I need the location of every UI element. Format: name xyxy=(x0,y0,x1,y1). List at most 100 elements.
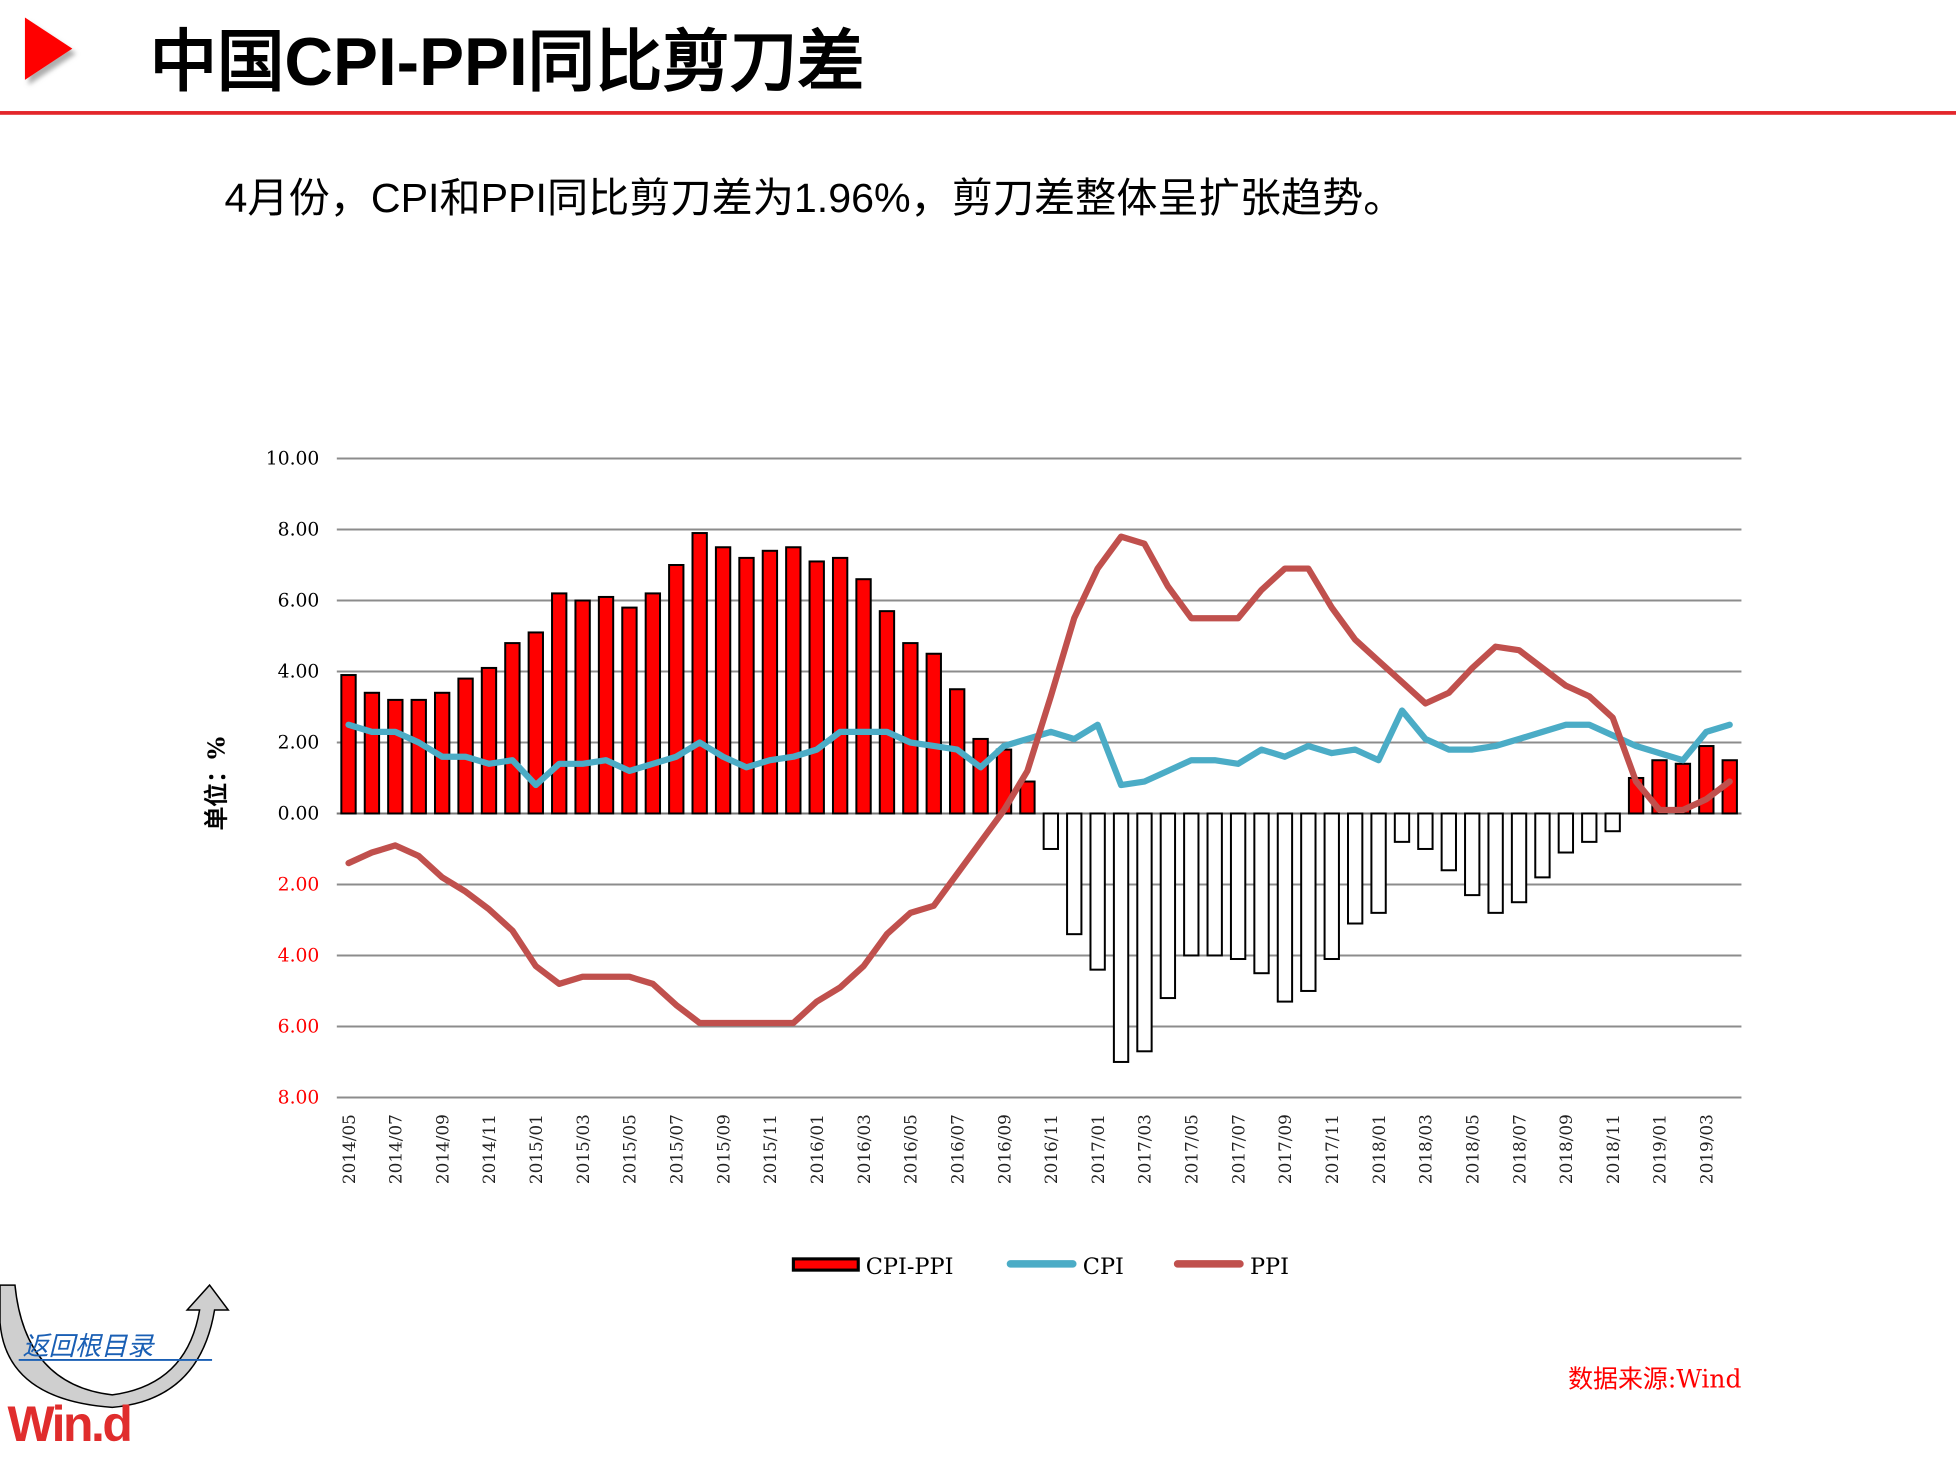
page-subtitle: 4月份，CPI和PPI同比剪刀差为1.96%，剪刀差整体呈扩张趋势。 xyxy=(225,175,1405,221)
x-tick-label: 2018/07 xyxy=(1509,1114,1529,1184)
x-tick-label: 2019/01 xyxy=(1650,1114,1670,1184)
line-ppi xyxy=(345,533,1733,1027)
bar-cpi-ppi xyxy=(1557,812,1575,854)
bar-cpi-ppi xyxy=(714,546,732,815)
y-tick-label: 0.00 xyxy=(278,804,320,825)
bar-cpi-ppi xyxy=(480,666,498,815)
bar-cpi-ppi xyxy=(1300,812,1317,992)
legend-swatch-cpi-ppi xyxy=(791,1257,860,1272)
x-tick-label: 2018/11 xyxy=(1603,1114,1623,1184)
x-tick-label: 2016/01 xyxy=(807,1114,827,1184)
x-tick-label: 2015/09 xyxy=(713,1114,733,1184)
y-axis-title: 单位：% xyxy=(203,737,231,831)
x-tick-label: 2015/01 xyxy=(526,1114,546,1184)
bar-cpi-ppi xyxy=(1510,812,1528,904)
x-tick-label: 2014/11 xyxy=(479,1114,499,1184)
bar-cpi-ppi xyxy=(574,599,591,815)
legend: CPI-PPI CPI PPI xyxy=(791,1254,1289,1280)
y-tick-label: 4.00 xyxy=(278,662,320,683)
y-tick-label: 6.00 xyxy=(278,1017,320,1038)
x-tick-label: 2016/09 xyxy=(994,1114,1014,1184)
y-tick-label: 10.00 xyxy=(266,449,320,470)
bar-cpi-ppi xyxy=(527,631,544,815)
y-tick-label: 2.00 xyxy=(278,875,320,896)
bar-cpi-ppi xyxy=(972,737,989,815)
x-tick-label: 2017/07 xyxy=(1228,1114,1248,1184)
bar-cpi-ppi xyxy=(691,532,708,815)
bar-cpi-ppi xyxy=(1393,812,1411,843)
wind-logo[interactable]: 返回根目录 Win.d xyxy=(0,1283,230,1452)
x-tick-label: 2017/11 xyxy=(1322,1114,1342,1184)
bar-cpi-ppi xyxy=(1183,812,1200,957)
y-axis-ticks: 10.00 8.00 6.00 4.00 2.00 0.00 2.00 4.00 6.00 8.0… xyxy=(266,449,320,1109)
y-tick-label: 8.00 xyxy=(278,1088,320,1109)
bar-cpi-ppi xyxy=(1253,812,1270,975)
bar-cpi-ppi xyxy=(1651,759,1668,815)
scissors-chart: 10.00 8.00 6.00 4.00 2.00 0.00 2.00 4.00 6.00 8.0… xyxy=(203,449,1742,1280)
x-tick-label: 2016/03 xyxy=(854,1114,874,1184)
x-tick-label: 2017/03 xyxy=(1135,1114,1155,1184)
legend-label-ppi: PPI xyxy=(1250,1254,1289,1280)
bar-cpi-ppi xyxy=(551,592,568,815)
x-tick-label: 2018/01 xyxy=(1369,1114,1389,1184)
x-tick-label: 2015/03 xyxy=(573,1114,593,1184)
x-tick-label: 2015/07 xyxy=(666,1114,686,1184)
bar-cpi-ppi xyxy=(1276,812,1294,1003)
bar-cpi-ppi xyxy=(1417,812,1434,850)
bar-cpi-ppi xyxy=(902,642,919,815)
x-tick-label: 2018/03 xyxy=(1416,1114,1436,1184)
bars-cpi-ppi xyxy=(340,532,1738,1063)
x-tick-label: 2018/05 xyxy=(1462,1114,1482,1184)
bar-cpi-ppi xyxy=(1136,812,1153,1053)
bar-cpi-ppi xyxy=(1674,762,1692,815)
bar-cpi-ppi xyxy=(668,564,685,815)
y-tick-label: 8.00 xyxy=(278,520,320,541)
data-source: 数据来源:Wind xyxy=(1568,1364,1741,1393)
x-tick-label: 2017/09 xyxy=(1275,1114,1295,1184)
bar-cpi-ppi xyxy=(1487,812,1504,914)
bar-cpi-ppi xyxy=(1159,812,1177,1000)
bar-cpi-ppi xyxy=(1464,812,1481,897)
bar-cpi-ppi xyxy=(1019,780,1036,815)
bar-cpi-ppi xyxy=(878,610,896,815)
bar-cpi-ppi xyxy=(925,652,942,815)
x-tick-label: 2015/11 xyxy=(760,1114,780,1184)
bar-cpi-ppi xyxy=(363,691,381,815)
play-triangle-icon xyxy=(24,17,73,80)
logo-wordmark: Win.d xyxy=(7,1396,130,1452)
logo-caption: 返回根目录 xyxy=(22,1332,155,1362)
y-tick-label: 4.00 xyxy=(278,946,320,967)
x-tick-label: 2015/05 xyxy=(620,1114,640,1184)
bar-cpi-ppi xyxy=(761,549,779,815)
bar-cpi-ppi xyxy=(1440,812,1457,872)
x-tick-label: 2014/05 xyxy=(339,1114,359,1184)
bar-cpi-ppi xyxy=(504,642,521,815)
bar-cpi-ppi xyxy=(387,698,404,815)
bar-cpi-ppi xyxy=(808,560,825,815)
x-tick-label: 2017/01 xyxy=(1088,1114,1108,1184)
bar-cpi-ppi xyxy=(1229,812,1247,961)
return-arrow-icon xyxy=(0,1283,230,1409)
bar-cpi-ppi xyxy=(1066,812,1083,936)
bar-cpi-ppi xyxy=(1206,812,1223,957)
bar-cpi-ppi xyxy=(644,592,662,815)
title-divider xyxy=(0,111,1956,115)
bar-cpi-ppi xyxy=(1042,812,1060,850)
x-axis-ticks: 2014/05 2014/07 2014/09 2014/11 2015/01 2015/… xyxy=(339,1114,1717,1184)
bar-cpi-ppi xyxy=(621,606,638,815)
bar-cpi-ppi xyxy=(831,556,849,815)
x-tick-label: 2017/05 xyxy=(1182,1114,1202,1184)
x-tick-label: 2016/07 xyxy=(947,1114,967,1184)
bar-cpi-ppi xyxy=(1112,812,1130,1063)
bar-cpi-ppi xyxy=(1581,812,1598,843)
bar-cpi-ppi xyxy=(785,546,802,815)
y-tick-label: 2.00 xyxy=(278,733,320,754)
x-tick-label: 2016/11 xyxy=(1041,1114,1061,1184)
bar-cpi-ppi xyxy=(597,595,615,815)
bar-cpi-ppi xyxy=(1604,812,1621,833)
x-tick-label: 2014/09 xyxy=(432,1114,452,1184)
bar-cpi-ppi xyxy=(1323,812,1340,961)
legend-label-cpi-ppi: CPI-PPI xyxy=(866,1254,954,1280)
y-tick-label: 6.00 xyxy=(278,591,320,612)
